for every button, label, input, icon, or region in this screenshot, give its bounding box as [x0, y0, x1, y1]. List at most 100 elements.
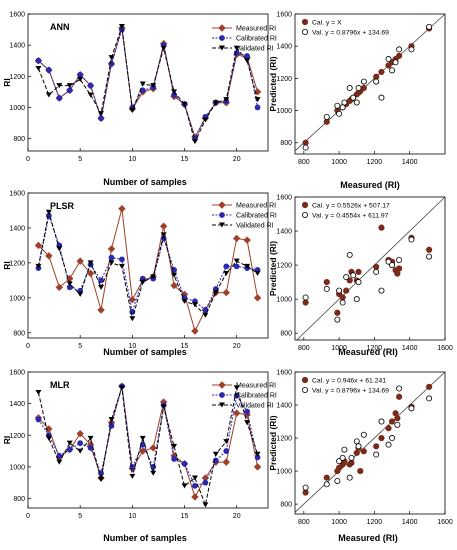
data-point [192, 328, 198, 334]
legend-label: Measured RI [236, 26, 276, 33]
legend-label: Cal. y = 0.946x + 61.241 [312, 378, 386, 385]
data-point [224, 264, 229, 269]
y-tick-label: 1600 [276, 370, 292, 377]
data-point [354, 100, 359, 105]
panel-label: ANN [50, 22, 70, 32]
data-point [389, 435, 394, 440]
data-point [78, 441, 83, 446]
x-tick-label: 800 [298, 159, 310, 166]
data-point [344, 274, 349, 279]
legend-marker [302, 212, 307, 217]
data-point [397, 386, 402, 391]
x-tick-label: 10 [128, 513, 136, 520]
data-point [36, 417, 41, 422]
x-tick-label: 20 [233, 156, 241, 163]
legend-label: Measured RI [236, 383, 276, 390]
y-tick-label: 1400 [9, 401, 25, 408]
x-tick-label: 0 [26, 156, 30, 163]
y-tick-label: 1600 [276, 195, 292, 202]
y-tick-label: 800 [280, 331, 292, 338]
x-tick-label: 5 [78, 513, 82, 520]
chart-2: 800 1000 1200 14008001000120014001600Measur… [268, 12, 445, 191]
legend-marker [302, 387, 307, 392]
x-tick-label: 20 [233, 343, 241, 350]
data-point [379, 419, 384, 424]
data-point [192, 139, 198, 144]
y-tick-label: 1600 [276, 12, 292, 19]
data-point [324, 286, 329, 291]
x-tick-label: 1400 [402, 519, 418, 526]
legend-label: Validated RI [236, 46, 274, 53]
data-point [361, 432, 366, 437]
legend-label: Calibrated RI [236, 36, 277, 43]
data-point [99, 278, 104, 283]
data-point [324, 119, 329, 124]
legend-label: Cal. y = X [312, 20, 342, 27]
x-axis-label: Number of samples [103, 347, 187, 357]
data-point [234, 410, 240, 416]
x-tick-label: 1400 [402, 345, 418, 352]
data-point [324, 280, 329, 285]
y-tick-label: 800 [280, 502, 292, 509]
data-point [223, 290, 229, 296]
data-point [340, 295, 345, 300]
data-point [351, 95, 356, 100]
data-point [361, 449, 366, 454]
data-point [337, 111, 342, 116]
y-tick-label: 1400 [276, 403, 292, 410]
y-tick-label: 1200 [276, 263, 292, 270]
data-point [386, 56, 391, 61]
data-point [342, 100, 347, 105]
y-tick-label: 1400 [276, 229, 292, 236]
legend-marker [219, 202, 225, 208]
data-point [77, 449, 83, 454]
y-axis-label: RI [2, 261, 12, 270]
data-point [88, 92, 94, 97]
y-tick-label: 800 [13, 330, 25, 337]
legend-label: Cal. y = 0.5526x + 507.17 [312, 203, 390, 210]
data-point [356, 269, 361, 274]
data-point [255, 271, 261, 276]
data-point [386, 426, 391, 431]
data-point [340, 105, 345, 110]
data-point [349, 455, 354, 460]
x-tick-label: 1000 [331, 159, 347, 166]
data-point [335, 103, 340, 108]
data-point [340, 455, 345, 460]
x-axis-label: Measured (RI) [338, 347, 398, 357]
data-point [98, 285, 104, 290]
data-point [324, 482, 329, 487]
data-point [303, 485, 308, 490]
data-point [397, 394, 402, 399]
data-point [67, 88, 72, 93]
data-point [213, 452, 219, 457]
y-tick-label: 1600 [9, 191, 25, 198]
data-point [374, 264, 379, 269]
data-point [78, 72, 83, 77]
data-point [389, 68, 394, 73]
data-point [108, 246, 114, 252]
x-tick-label: 5 [78, 343, 82, 350]
data-point [98, 111, 104, 116]
x-tick-label: 800 [298, 345, 310, 352]
data-point [427, 396, 432, 401]
data-point [389, 419, 394, 424]
data-point [409, 237, 414, 242]
data-point [374, 74, 379, 79]
panel-label: MLR [50, 380, 70, 390]
y-tick-label: 1400 [9, 225, 25, 232]
data-point [67, 447, 72, 452]
data-point [379, 225, 384, 230]
data-point [182, 483, 188, 488]
data-point [347, 475, 352, 480]
data-point [109, 61, 114, 66]
data-point [46, 68, 51, 73]
y-tick-label: 800 [280, 140, 292, 147]
data-point [255, 295, 261, 301]
data-point [150, 445, 156, 451]
data-point [234, 259, 240, 264]
data-point [340, 300, 345, 305]
y-tick-label: 1600 [9, 370, 25, 377]
x-tick-label: 15 [181, 513, 189, 520]
data-point [193, 483, 198, 488]
